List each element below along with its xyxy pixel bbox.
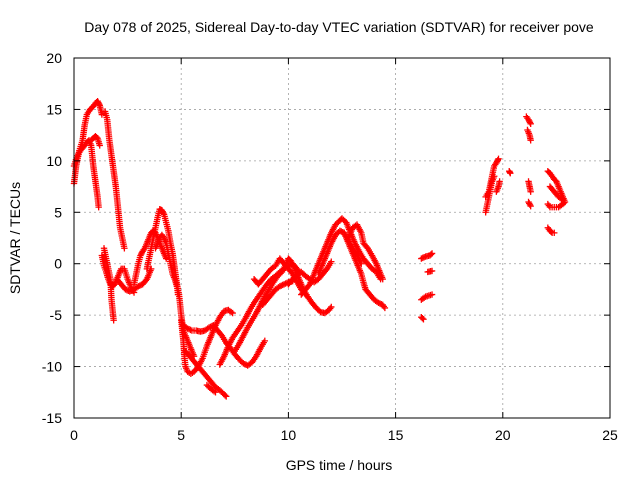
data-point (95, 100, 103, 108)
data-point (495, 155, 502, 162)
data-point (221, 392, 229, 399)
data-point (381, 304, 389, 312)
data-point (228, 308, 235, 316)
data-point (496, 178, 503, 185)
data-point (419, 254, 426, 262)
data-point (494, 156, 501, 164)
y-tick-label: 20 (46, 50, 62, 66)
data-point (427, 251, 435, 258)
data-point (223, 393, 230, 400)
data-point (428, 250, 436, 257)
plot-frame (73, 57, 611, 419)
data-point (420, 316, 427, 323)
data-point (545, 202, 553, 209)
data-point (551, 229, 558, 237)
y-tick-label: 10 (46, 153, 62, 169)
data-point (328, 303, 335, 311)
data-point (428, 291, 436, 298)
data-point (121, 245, 128, 252)
axis-ticks (73, 57, 611, 419)
data-point (136, 282, 143, 289)
data-point (428, 267, 436, 275)
data-point (187, 326, 194, 334)
data-point (98, 111, 106, 118)
data-point (160, 209, 167, 217)
data-point (338, 228, 345, 235)
x-axis-label: GPS time / hours (286, 457, 393, 473)
data-point (96, 142, 103, 149)
data-series (70, 98, 569, 400)
data-point (336, 227, 344, 234)
y-tick-label: -5 (50, 307, 63, 323)
data-point (240, 360, 247, 367)
data-point (379, 275, 386, 283)
data-point (375, 299, 382, 306)
data-point (527, 120, 534, 128)
data-point (95, 203, 102, 211)
data-point (559, 196, 567, 204)
data-point (276, 283, 284, 290)
data-point (419, 315, 426, 322)
data-point (558, 195, 565, 203)
data-point (279, 281, 286, 289)
data-point (261, 337, 269, 345)
data-point (127, 287, 135, 294)
data-point (328, 258, 335, 265)
y-tick-label: -10 (42, 359, 62, 375)
data-point (526, 201, 534, 208)
y-tick-label: 0 (54, 256, 62, 272)
x-tick-label: 20 (495, 427, 511, 443)
x-tick-label: 0 (70, 427, 78, 443)
grid (74, 58, 610, 418)
data-point (123, 286, 131, 294)
y-tick-label: -15 (42, 410, 62, 426)
data-point (135, 283, 142, 290)
data-point (126, 288, 133, 295)
data-point (526, 119, 534, 126)
data-point (418, 255, 425, 262)
data-point (293, 270, 301, 278)
y-tick-labels: -15 -10 -5 0 5 10 15 20 (42, 50, 62, 426)
y-axis-label: SDTVAR / TECUs (7, 182, 23, 294)
data-point (229, 309, 236, 317)
data-point (185, 326, 193, 333)
y-tick-label: 15 (46, 101, 62, 117)
data-point (547, 228, 555, 236)
data-point (527, 137, 534, 144)
data-point (376, 300, 384, 307)
data-point (212, 389, 219, 396)
data-point (527, 202, 534, 210)
data-point (527, 188, 534, 195)
data-point (507, 170, 514, 177)
data-point (110, 317, 117, 324)
data-point (420, 254, 428, 261)
chart-title: Day 078 of 2025, Sidereal Day-to-day VTE… (84, 19, 594, 35)
y-tick-label: 5 (54, 204, 62, 220)
data-point (296, 269, 304, 276)
data-point (122, 286, 129, 293)
data-point (210, 388, 218, 395)
data-point (556, 202, 564, 210)
data-point (278, 282, 285, 289)
data-point (544, 200, 552, 208)
x-tick-label: 10 (281, 427, 297, 443)
data-point (205, 324, 213, 331)
data-point (184, 325, 191, 332)
x-tick-label: 15 (388, 427, 404, 443)
x-tick-label: 25 (602, 427, 618, 443)
x-tick-label: 5 (177, 427, 185, 443)
x-tick-labels: 0 5 10 15 20 25 (70, 427, 618, 443)
